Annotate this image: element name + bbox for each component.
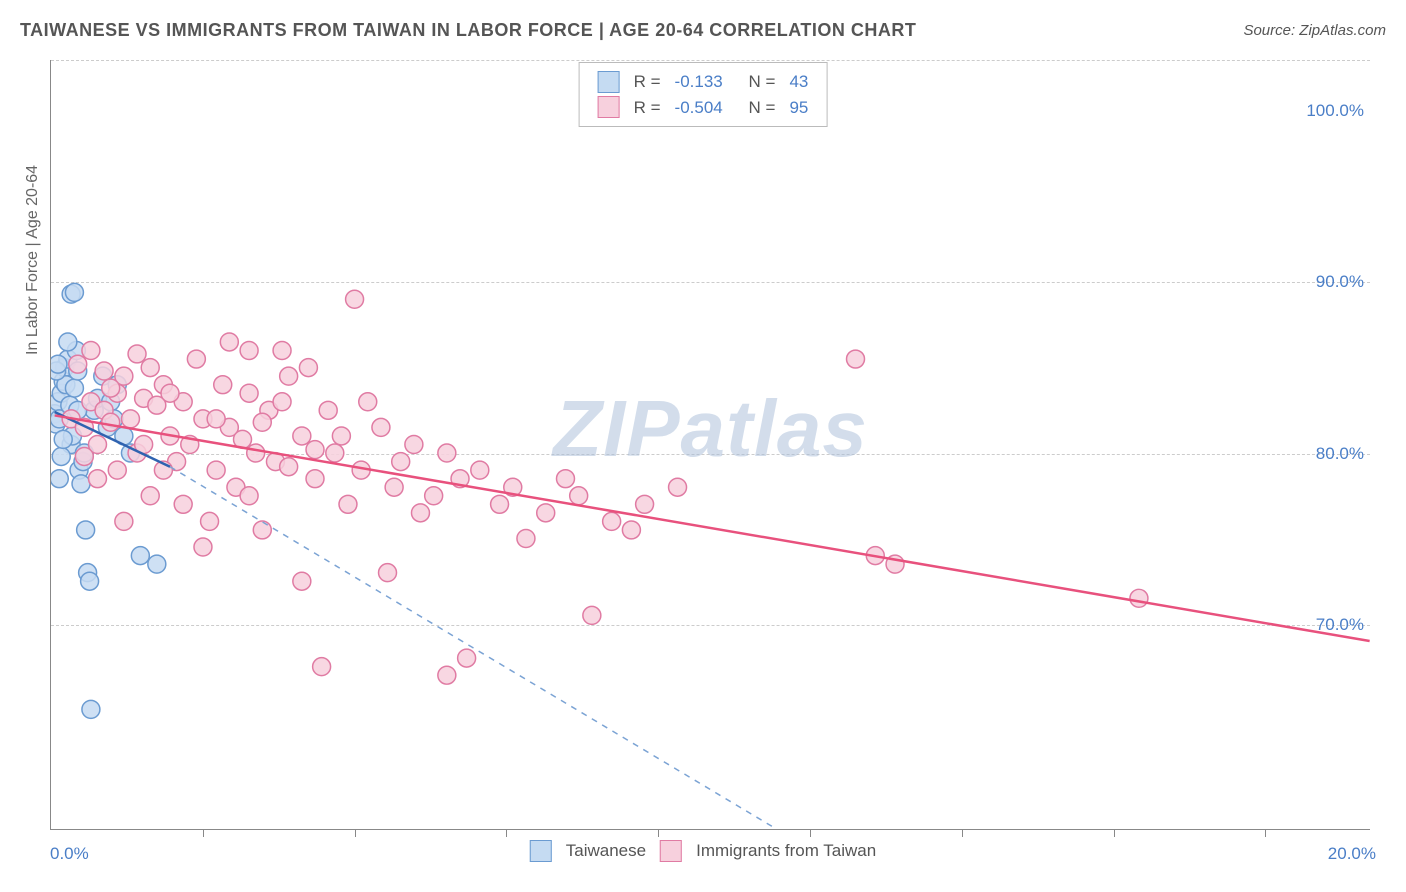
chart-container: TAIWANESE VS IMMIGRANTS FROM TAIWAN IN L… bbox=[0, 0, 1406, 892]
y-axis-label: In Labor Force | Age 20-64 bbox=[24, 165, 42, 355]
x-tick bbox=[810, 829, 811, 837]
x-tick bbox=[506, 829, 507, 837]
swatch-immigrants bbox=[598, 96, 620, 118]
legend-label-taiwanese: Taiwanese bbox=[566, 841, 646, 861]
legend-label-immigrants: Immigrants from Taiwan bbox=[696, 841, 876, 861]
source-label: Source: ZipAtlas.com bbox=[1243, 22, 1386, 39]
x-axis-max-label: 20.0% bbox=[1328, 844, 1376, 864]
swatch-immigrants-bottom bbox=[660, 840, 682, 862]
swatch-taiwanese-bottom bbox=[530, 840, 552, 862]
correlation-legend: R = -0.133 N = 43 R = -0.504 N = 95 bbox=[579, 62, 828, 127]
chart-title: TAIWANESE VS IMMIGRANTS FROM TAIWAN IN L… bbox=[20, 20, 916, 41]
swatch-taiwanese bbox=[598, 71, 620, 93]
x-tick bbox=[203, 829, 204, 837]
x-tick bbox=[355, 829, 356, 837]
x-tick bbox=[658, 829, 659, 837]
series-legend: Taiwanese Immigrants from Taiwan bbox=[530, 840, 876, 862]
legend-row-taiwanese: R = -0.133 N = 43 bbox=[598, 69, 809, 95]
x-tick bbox=[1265, 829, 1266, 837]
x-axis-min-label: 0.0% bbox=[50, 844, 89, 864]
x-tick bbox=[962, 829, 963, 837]
x-tick bbox=[1114, 829, 1115, 837]
legend-row-immigrants: R = -0.504 N = 95 bbox=[598, 95, 809, 121]
plot-area: ZIPatlas 70.0%80.0%90.0%100.0% bbox=[50, 60, 1370, 830]
plot-svg bbox=[51, 60, 1370, 829]
